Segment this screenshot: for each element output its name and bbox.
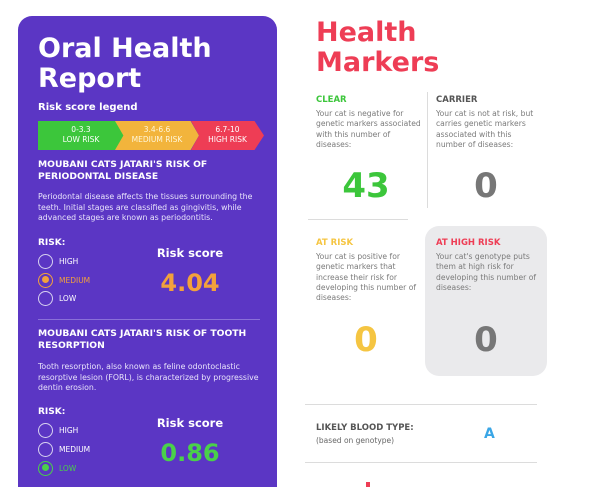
legend-medium-label: MEDIUM RISK	[131, 135, 183, 144]
clear-label: CLEAR	[316, 95, 347, 105]
high-risk-box	[425, 226, 547, 376]
health-markers-title: Health Markers	[316, 18, 446, 78]
radio-high	[38, 253, 53, 269]
clear-desc: Your cat is negative for genetic markers…	[316, 109, 421, 149]
radio-medium	[38, 441, 53, 457]
tooth-score: 0.86	[160, 439, 220, 467]
oral-health-panel: Oral Health Report Risk score legend 0-3…	[18, 16, 277, 487]
option-high-label: HIGH	[59, 256, 79, 266]
at-risk-desc: Your cat is positive for genetic markers…	[316, 252, 417, 303]
legend-medium: 3.4-6.6 MEDIUM RISK	[115, 121, 199, 150]
risk-legend: 0-3.3 LOW RISK 3.4-6.6 MEDIUM RISK 6.7-1…	[38, 121, 264, 150]
tooth-resorption-title: MOUBANI CATS JATARI'S RISK OF TOOTH RESO…	[38, 328, 247, 351]
periodontal-option-low: LOW	[38, 290, 76, 306]
grid-horizontal-divider	[308, 219, 408, 220]
at-risk-label: AT RISK	[316, 238, 354, 248]
tooth-option-medium: MEDIUM	[38, 441, 90, 457]
option-high-label: HIGH	[59, 425, 79, 435]
health-markers-title-text: Health Markers	[316, 17, 440, 78]
periodontal-option-high: HIGH	[38, 253, 78, 269]
legend-low-label: LOW RISK	[62, 135, 100, 144]
blood-type-sub: (based on genotype)	[316, 436, 395, 445]
clear-count: 43	[342, 166, 390, 206]
radio-low	[38, 290, 53, 306]
at-risk-count: 0	[354, 320, 378, 360]
option-low-label: LOW	[59, 293, 77, 303]
legend-low-range: 0-3.3	[71, 125, 91, 134]
section-divider	[38, 319, 260, 320]
grid-vertical-divider	[427, 92, 428, 208]
periodontal-score-label: Risk score	[156, 246, 224, 260]
radio-low-selected	[38, 460, 53, 476]
tooth-option-high: HIGH	[38, 422, 78, 438]
legend-high-range: 6.7-10	[215, 125, 240, 134]
blood-type-bottom-divider	[305, 462, 537, 463]
radio-high	[38, 422, 53, 438]
legend-high-label: HIGH RISK	[208, 135, 247, 144]
legend-high: 6.7-10 HIGH RISK	[191, 121, 264, 150]
carrier-label: CARRIER	[436, 95, 478, 105]
legend-medium-range: 3.4-6.6	[143, 125, 171, 134]
tooth-option-low: LOW	[38, 460, 76, 476]
radio-medium-selected	[38, 272, 53, 288]
high-risk-label: AT HIGH RISK	[436, 238, 501, 248]
blood-type-value: A	[484, 426, 495, 442]
blood-type-label: LIKELY BLOOD TYPE:	[316, 423, 414, 433]
blood-type-top-divider	[305, 404, 537, 405]
high-risk-desc: Your cat's genotype puts them at high ri…	[436, 252, 537, 292]
carrier-count: 0	[474, 166, 498, 206]
carrier-desc: Your cat is not at risk, but carries gen…	[436, 109, 534, 149]
partial-red-mark	[366, 482, 370, 487]
legend-low: 0-3.3 LOW RISK	[38, 121, 124, 150]
option-low-label: LOW	[59, 463, 77, 473]
option-medium-label: MEDIUM	[59, 444, 91, 454]
option-medium-label: MEDIUM	[59, 275, 91, 285]
periodontal-title: MOUBANI CATS JATARI'S RISK OF PERIODONTA…	[38, 159, 208, 182]
periodontal-option-medium: MEDIUM	[38, 272, 90, 288]
tooth-score-label: Risk score	[156, 416, 224, 430]
periodontal-risk-label: RISK:	[38, 238, 66, 248]
periodontal-score: 4.04	[160, 269, 220, 297]
tooth-resorption-risk-label: RISK:	[38, 407, 66, 417]
high-risk-count: 0	[474, 320, 498, 360]
panel-title: Oral Health Report	[38, 33, 212, 94]
legend-label: Risk score legend	[38, 102, 138, 113]
tooth-resorption-body: Tooth resorption, also known as feline o…	[38, 362, 259, 392]
periodontal-body: Periodontal disease affects the tissues …	[38, 192, 253, 222]
